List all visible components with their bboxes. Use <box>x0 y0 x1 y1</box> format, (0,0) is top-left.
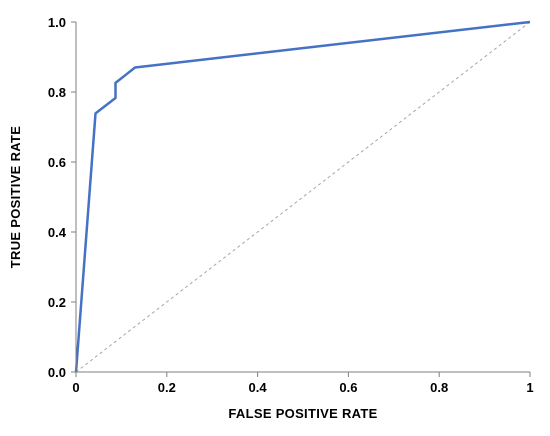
x-tick-label: 0.4 <box>249 380 268 395</box>
x-tick-label: 0.6 <box>339 380 357 395</box>
y-tick-label: 1.0 <box>48 15 66 30</box>
y-tick-label: 0.4 <box>48 225 67 240</box>
y-ticks: 0.0 0.2 0.4 0.6 0.8 1.0 <box>48 15 76 380</box>
roc-curve-line <box>74 20 531 373</box>
x-tick-label: 0.8 <box>430 380 448 395</box>
plot-area <box>74 20 531 373</box>
y-tick-label: 0.8 <box>48 85 66 100</box>
x-tick-label: 0 <box>72 380 79 395</box>
y-tick-label: 0.6 <box>48 155 66 170</box>
axes <box>75 22 530 373</box>
x-tick-label: 0.2 <box>158 380 176 395</box>
reference-diagonal-line <box>75 21 531 373</box>
x-ticks: 0 0.2 0.4 0.6 0.8 1 <box>72 372 534 395</box>
x-axis-title: FALSE POSITIVE RATE <box>228 406 377 421</box>
x-tick-label: 1 <box>526 380 533 395</box>
y-tick-label: 0.2 <box>48 295 66 310</box>
y-axis-title: TRUE POSITIVE RATE <box>8 126 23 268</box>
y-tick-label: 0.0 <box>48 365 66 380</box>
